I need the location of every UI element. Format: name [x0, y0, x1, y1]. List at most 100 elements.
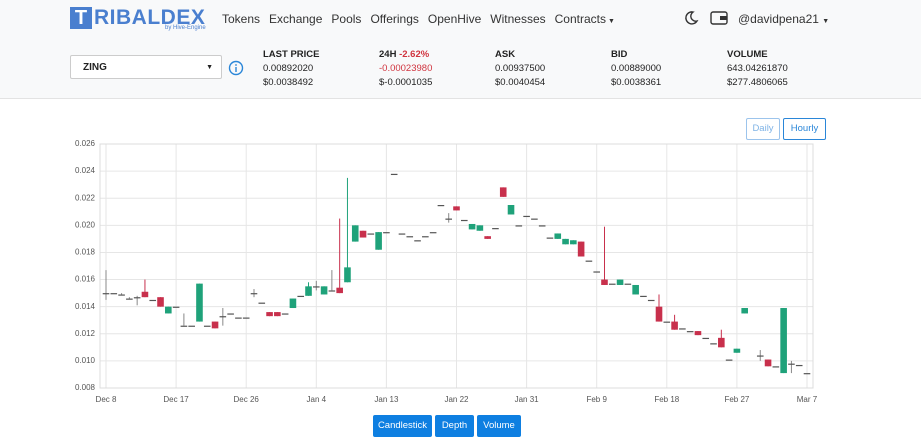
candle-body	[172, 306, 180, 308]
candle-body	[235, 317, 242, 319]
candle-body	[126, 298, 133, 300]
tab-button[interactable]: Volume	[477, 415, 521, 437]
stat-label: BID	[611, 49, 628, 60]
candle-body	[655, 306, 663, 322]
candle-body	[585, 260, 593, 262]
candle-body	[414, 240, 421, 242]
candle-body	[149, 299, 157, 302]
stat-change: -2.62%	[399, 49, 430, 60]
stat-value: 0.00889000	[611, 63, 662, 74]
candle-body	[398, 233, 406, 235]
ticker-bar: ZING ▼ LAST PRICE 0.00892020 $0.0038492 24H…	[0, 38, 921, 99]
candle-body	[803, 373, 811, 375]
candle-body	[710, 343, 717, 345]
candle-body	[390, 173, 398, 176]
candle-body	[624, 283, 632, 285]
candle-body	[351, 225, 359, 242]
nav-link[interactable]: OpenHive	[427, 12, 482, 26]
nav-link[interactable]: Tokens	[222, 12, 261, 26]
candle-body	[492, 228, 499, 230]
candle-body	[274, 312, 281, 317]
x-tick-label: Mar 7	[797, 395, 818, 404]
token-symbol: ZING	[83, 62, 107, 73]
candle-body	[593, 271, 600, 273]
candle-body	[468, 223, 476, 230]
x-tick-label: Jan 22	[444, 395, 469, 404]
candle-body	[266, 312, 273, 317]
tab-button[interactable]: Depth	[435, 415, 474, 437]
stat: VOLUME 643.04261870 $277.4806065	[727, 48, 788, 90]
stat: LAST PRICE 0.00892020 $0.0038492	[263, 48, 319, 90]
candle-body	[453, 206, 460, 211]
candle-body	[344, 267, 351, 283]
candle-body	[203, 325, 211, 327]
stat-value: 0.00892020	[263, 63, 314, 74]
daily-button[interactable]: Daily	[746, 118, 780, 140]
tab-button[interactable]: Candlestick	[373, 415, 432, 437]
candle-body	[663, 321, 671, 323]
stat-usd: $0.0038361	[611, 77, 662, 88]
candle-body	[305, 286, 312, 296]
candle-body	[531, 218, 538, 220]
stat-label: 24H	[379, 49, 397, 60]
candle-body	[141, 291, 149, 298]
user-menu[interactable]: @davidpena21 ▼	[738, 12, 830, 26]
candle-body	[679, 328, 686, 330]
nav-link[interactable]: Witnesses	[490, 12, 546, 26]
wallet-icon[interactable]	[710, 11, 728, 25]
candle-body	[258, 302, 266, 304]
info-icon[interactable]	[228, 60, 244, 76]
y-tick-label: 0.010	[75, 356, 96, 365]
candle-body	[523, 215, 530, 218]
y-tick-label: 0.012	[75, 329, 96, 338]
hourly-button[interactable]: Hourly	[783, 118, 826, 140]
y-tick-label: 0.024	[75, 166, 96, 175]
token-select[interactable]: ZING ▼	[70, 55, 222, 79]
candle-body	[632, 284, 639, 295]
candle-body	[289, 298, 297, 309]
candle-body	[227, 313, 234, 315]
candle-body	[608, 283, 616, 285]
candle-body	[102, 293, 110, 295]
candle-body	[484, 236, 491, 239]
nav-link[interactable]: Exchange	[269, 12, 323, 26]
stat-value: 643.04261870	[727, 63, 788, 74]
candle-body	[157, 297, 164, 307]
candle-body	[375, 232, 382, 250]
y-tick-label: 0.014	[75, 302, 96, 311]
candle-body	[788, 363, 795, 365]
candle-body	[756, 355, 764, 357]
candle-body	[180, 325, 188, 327]
x-tick-label: Dec 17	[163, 395, 189, 404]
candle-body	[741, 308, 748, 314]
nav-link[interactable]: Pools	[331, 12, 362, 26]
candle-body	[733, 348, 741, 353]
candle-body	[499, 187, 507, 197]
nav-link[interactable]: Contracts	[554, 12, 606, 26]
x-tick-label: Jan 4	[307, 395, 327, 404]
nav-link[interactable]: Offerings	[370, 12, 419, 26]
candle-body	[546, 237, 554, 239]
candle-body	[507, 205, 515, 215]
candle-body	[538, 225, 546, 227]
candle-body	[694, 331, 702, 336]
candle-body	[554, 233, 562, 239]
caret: ▼	[608, 18, 615, 25]
candle-body	[110, 293, 118, 295]
candle-body	[165, 306, 172, 314]
candle-body	[281, 313, 289, 315]
theme-toggle[interactable]	[683, 10, 699, 26]
candle-body	[476, 225, 484, 231]
stat-label: ASK	[495, 49, 516, 60]
candle-body	[336, 287, 343, 294]
candle-body	[406, 236, 414, 238]
candle-body	[562, 238, 569, 245]
candle-body	[686, 331, 694, 333]
candle-body	[422, 236, 429, 238]
candle-body	[188, 325, 195, 327]
candle-body	[118, 294, 125, 296]
candle-body	[133, 297, 141, 299]
stat-usd: $0.0038492	[263, 77, 314, 88]
candle-body	[328, 290, 336, 292]
